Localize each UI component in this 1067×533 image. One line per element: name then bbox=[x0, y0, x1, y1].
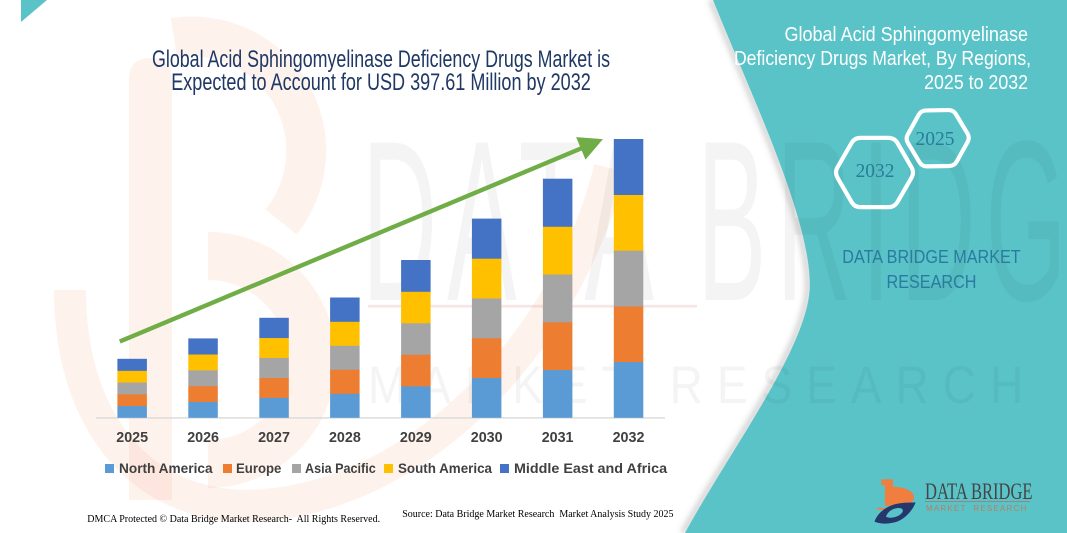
svg-text:MARKET RESEARCH: MARKET RESEARCH bbox=[368, 355, 1037, 415]
